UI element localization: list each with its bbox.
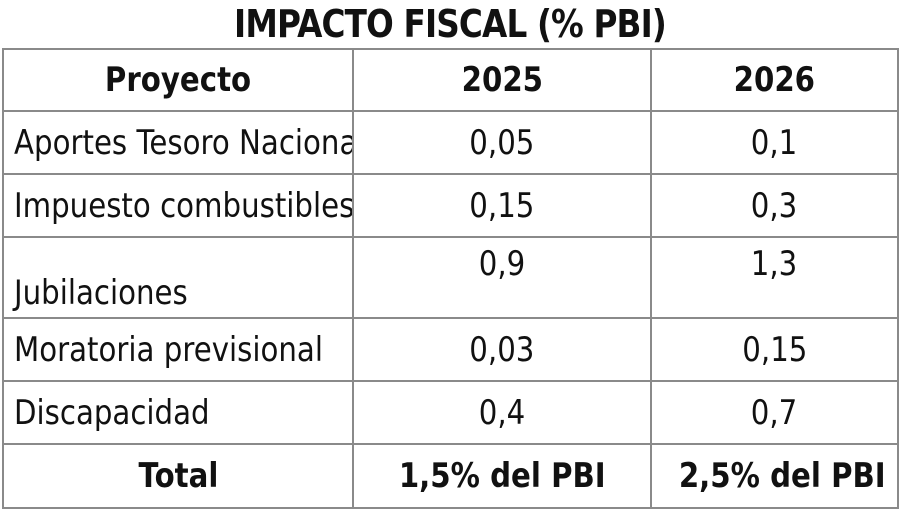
row-value-2026: 0,15	[650, 317, 899, 382]
fiscal-impact-table: Proyecto 2025 2026 Aportes Tesoro Nacion…	[2, 48, 899, 509]
row-label: Impuesto combustibles	[2, 173, 354, 238]
row-value-2025: 0,05	[352, 110, 652, 175]
header-2025: 2025	[352, 48, 652, 112]
row-value-2025: 0,9	[352, 236, 652, 319]
row-value-2026: 0,3	[650, 173, 899, 238]
table-row: Aportes Tesoro Nacional 0,05 0,1	[2, 110, 899, 175]
total-row: Total 1,5% del PBI 2,5% del PBI	[2, 443, 899, 509]
table-row: Discapacidad 0,4 0,7	[2, 380, 899, 445]
row-label: Moratoria previsional	[2, 317, 354, 382]
table-row: Moratoria previsional 0,03 0,15	[2, 317, 899, 382]
row-label: Discapacidad	[2, 380, 354, 445]
table-header-row: Proyecto 2025 2026	[2, 48, 899, 112]
header-proyecto: Proyecto	[2, 48, 354, 112]
row-value-2025: 0,03	[352, 317, 652, 382]
row-value-2025: 0,15	[352, 173, 652, 238]
page-title: IMPACTO FISCAL (% PBI)	[234, 2, 667, 46]
row-value-2026: 1,3	[650, 236, 899, 319]
total-label: Total	[2, 443, 354, 509]
row-value-2025: 0,4	[352, 380, 652, 445]
row-label: Aportes Tesoro Nacional	[2, 110, 354, 175]
table-row: Impuesto combustibles 0,15 0,3	[2, 173, 899, 238]
header-2026: 2026	[650, 48, 899, 112]
total-value-2025: 1,5% del PBI	[352, 443, 652, 509]
total-value-2026: 2,5% del PBI	[650, 443, 899, 509]
table-row: Jubilaciones 0,9 1,3	[2, 236, 899, 319]
row-value-2026: 0,7	[650, 380, 899, 445]
row-label: Jubilaciones	[2, 236, 354, 319]
row-value-2026: 0,1	[650, 110, 899, 175]
